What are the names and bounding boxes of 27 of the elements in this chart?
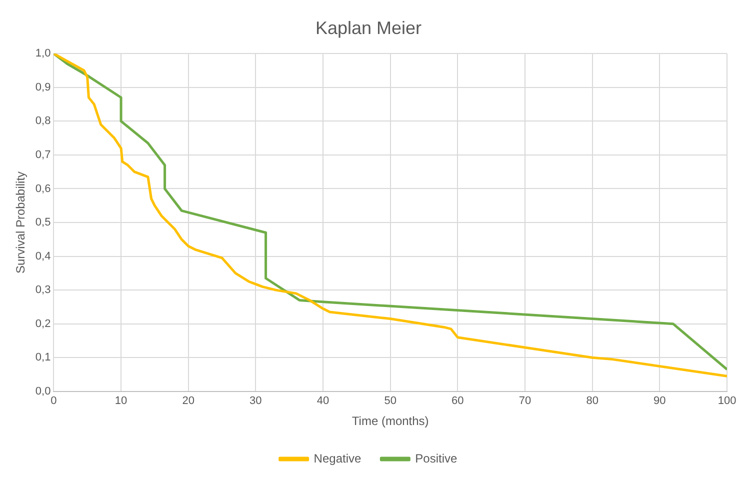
- y-tick-label: 1,0: [35, 48, 51, 60]
- y-tick-label: 0,5: [35, 216, 51, 229]
- y-tick-label: 0,3: [35, 284, 51, 296]
- y-tick-label: 0,0: [35, 385, 51, 398]
- x-tick-label: 80: [586, 395, 598, 408]
- y-tick-label: 0,7: [35, 148, 51, 161]
- chart-title: Kaplan Meier: [315, 18, 422, 38]
- x-tick-label: 0: [50, 395, 57, 408]
- x-axis-title: Time (months): [352, 414, 429, 428]
- x-tick-label: 50: [384, 395, 396, 408]
- legend-label: Positive: [415, 451, 458, 466]
- y-tick-label: 0,6: [35, 182, 51, 195]
- y-tick-label: 0,1: [35, 352, 51, 364]
- legend-label: Negative: [314, 451, 362, 466]
- x-tick-label: 30: [250, 395, 262, 408]
- y-tick-label: 0,4: [35, 250, 51, 262]
- x-tick-label: 100: [718, 395, 736, 408]
- y-tick-label: 0,8: [35, 115, 51, 128]
- x-tick-label: 90: [654, 395, 666, 408]
- y-tick-label: 0,2: [35, 318, 51, 330]
- x-tick-label: 10: [114, 395, 128, 408]
- x-tick-label: 70: [518, 395, 532, 408]
- x-tick-label: 20: [182, 395, 194, 408]
- y-axis-title: Survival Probability: [14, 171, 28, 274]
- y-tick-label: 0,9: [35, 81, 51, 94]
- x-tick-label: 40: [316, 395, 330, 408]
- x-tick-label: 60: [452, 395, 464, 408]
